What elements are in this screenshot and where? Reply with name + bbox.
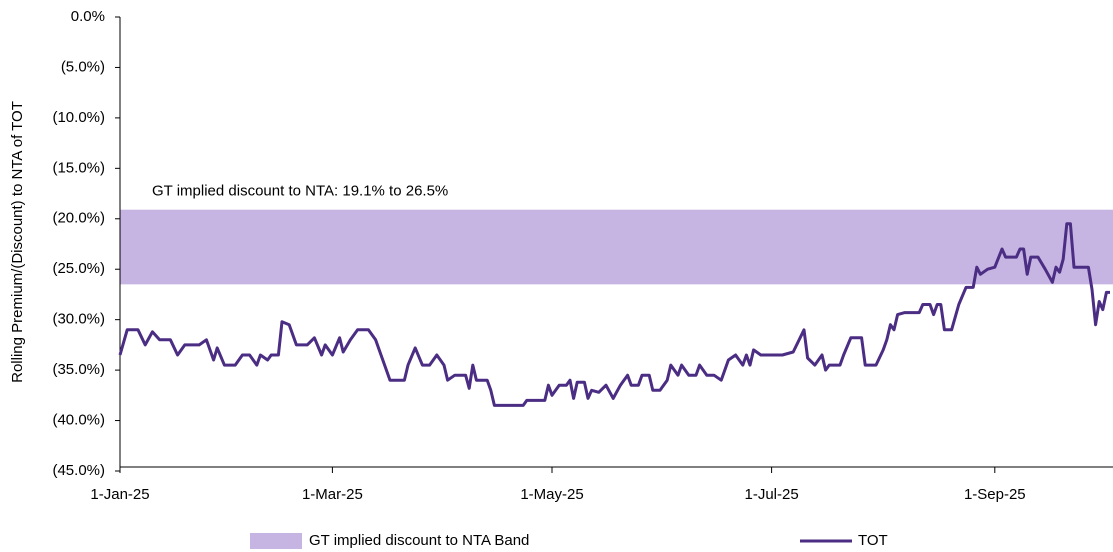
annotation: GT implied discount to NTA: 19.1% to 26.… bbox=[152, 183, 448, 200]
x-tick-label: 1-Mar-25 bbox=[302, 486, 363, 503]
y-tick-label: 0.0% bbox=[71, 8, 105, 25]
y-tick-label: (45.0%) bbox=[52, 462, 105, 479]
legend-swatch bbox=[250, 533, 302, 549]
x-tick-label: 1-May-25 bbox=[520, 486, 583, 503]
x-tick-label: 1-Jan-25 bbox=[90, 486, 149, 503]
y-tick-label: (10.0%) bbox=[52, 109, 105, 126]
y-tick-label: (40.0%) bbox=[52, 412, 105, 429]
band bbox=[120, 209, 1113, 285]
y-axis-label: Rolling Premium/(Discount) to NTA of TOT bbox=[9, 101, 26, 383]
y-tick-label: (30.0%) bbox=[52, 311, 105, 328]
y-tick-label: (25.0%) bbox=[52, 260, 105, 277]
legend-label: GT implied discount to NTA Band bbox=[309, 532, 529, 549]
y-tick-label: (20.0%) bbox=[52, 210, 105, 227]
x-tick-label: 1-Sep-25 bbox=[964, 486, 1026, 503]
legend-label: TOT bbox=[858, 532, 888, 549]
y-tick-label: (5.0%) bbox=[61, 58, 105, 75]
line-series bbox=[118, 222, 1110, 407]
y-tick-label: (15.0%) bbox=[52, 159, 105, 176]
x-tick-label: 1-Jul-25 bbox=[744, 486, 798, 503]
y-tick-label: (35.0%) bbox=[52, 361, 105, 378]
